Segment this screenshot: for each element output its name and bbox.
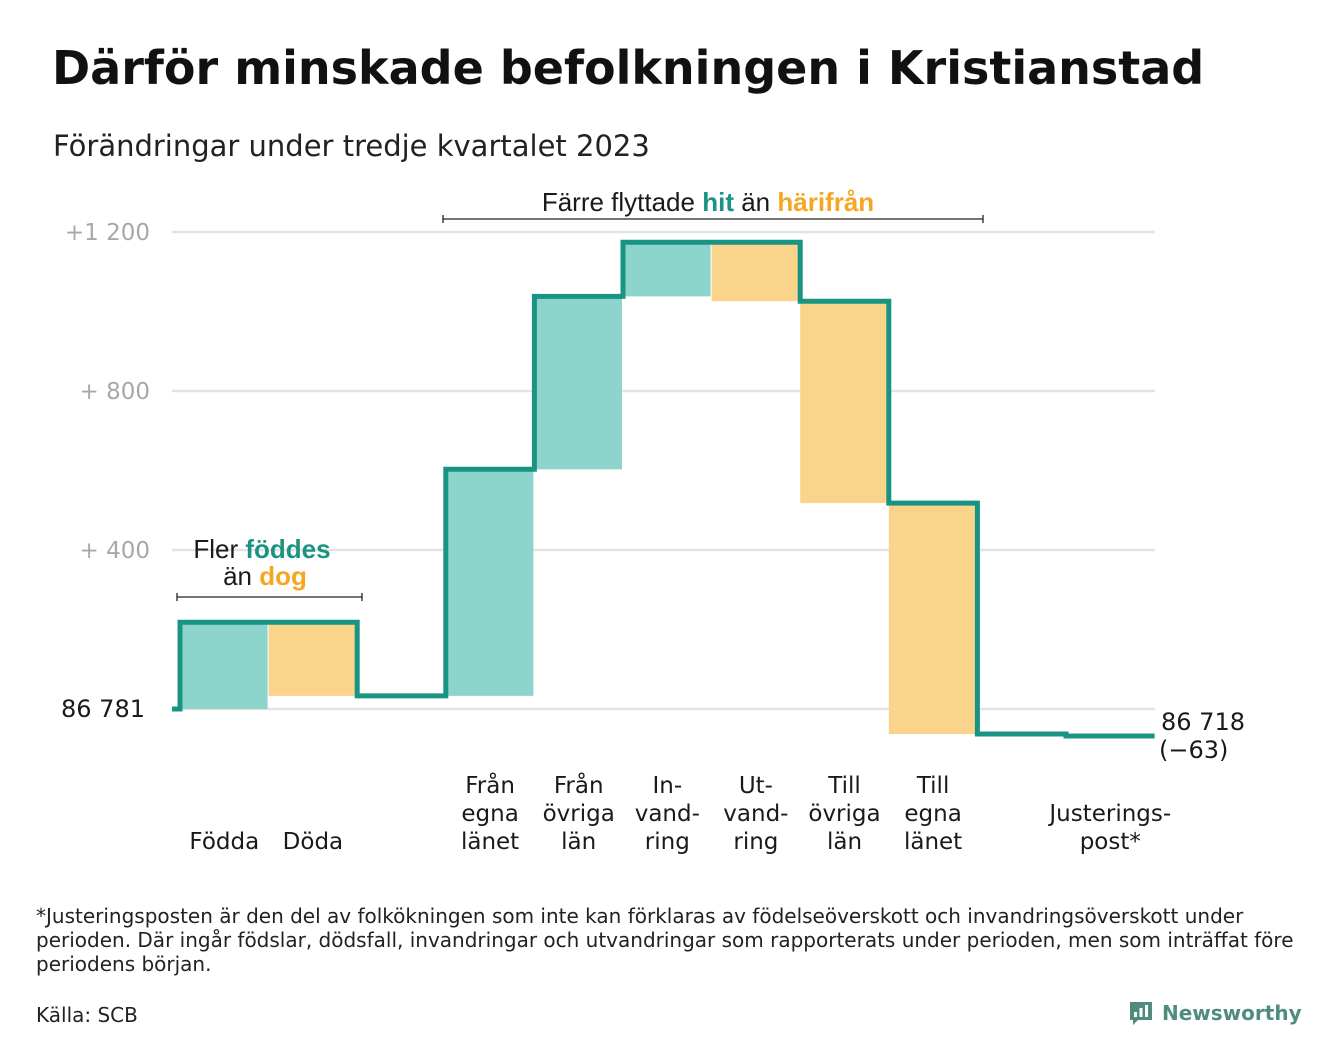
category-label: övriga [543,801,615,827]
category-label: Till [827,773,861,799]
y-tick-label: + 800 [80,379,150,405]
cumulative-line [172,239,1155,739]
bar-chart-bubble-icon [1130,1002,1152,1025]
category-label: Från [554,771,604,799]
grid-layer [172,230,1155,711]
baseline-label: 86 781 [61,695,145,723]
category-label: övriga [808,801,880,827]
footnote: *Justeringsposten är den del av folkökni… [36,904,1294,976]
y-tick-label: + 400 [80,538,150,564]
brand-name: Newsworthy [1162,1001,1302,1025]
annotation-birth-line2: än dog [223,561,307,591]
category-label: Justerings- [1047,801,1171,827]
waterfall-bar [623,242,711,297]
category-label: ring [645,829,690,855]
category-label: vand- [635,801,700,827]
line-layer [172,239,1155,739]
waterfall-bar [888,503,977,735]
waterfall-bar [268,622,357,696]
end-change-label: (−63) [1159,736,1228,764]
category-label: Från [465,771,515,799]
category-label: län [827,829,862,855]
category-label: ring [733,829,778,855]
category-label: egna [461,801,518,827]
waterfall-bar [534,296,622,470]
waterfall-bar [180,622,268,709]
annotation-birth-bracket [176,593,363,601]
annotation-migration: Färre flyttade hit än härifrån [542,187,874,217]
category-label: In- [652,773,682,799]
waterfall-bar [445,469,534,696]
waterfall-bar [800,301,888,504]
category-label: vand- [723,801,788,827]
end-value-label: 86 718 [1161,708,1245,736]
annotation-migration-bracket [442,215,984,223]
chart-title: Därför minskade befolkningen i Kristians… [52,41,1205,95]
category-label: länet [904,829,962,855]
category-label: post* [1080,829,1141,855]
source-note: Källa: SCB [36,1003,138,1027]
category-label: Ut- [739,773,773,799]
category-label: länet [461,829,519,855]
category-label: egna [904,801,961,827]
y-tick-label: +1 200 [65,220,150,246]
category-label: Döda [283,829,343,855]
bar-layer [180,242,977,735]
annotation-birth-line1: Fler föddes [193,534,330,564]
category-label: Till [916,773,950,799]
chart-subtitle: Förändringar under tredje kvartalet 2023 [53,129,650,163]
category-label: Födda [189,829,259,855]
waterfall-bar [711,242,800,302]
brand-logo: Newsworthy [1128,996,1302,1030]
category-label: län [561,829,596,855]
